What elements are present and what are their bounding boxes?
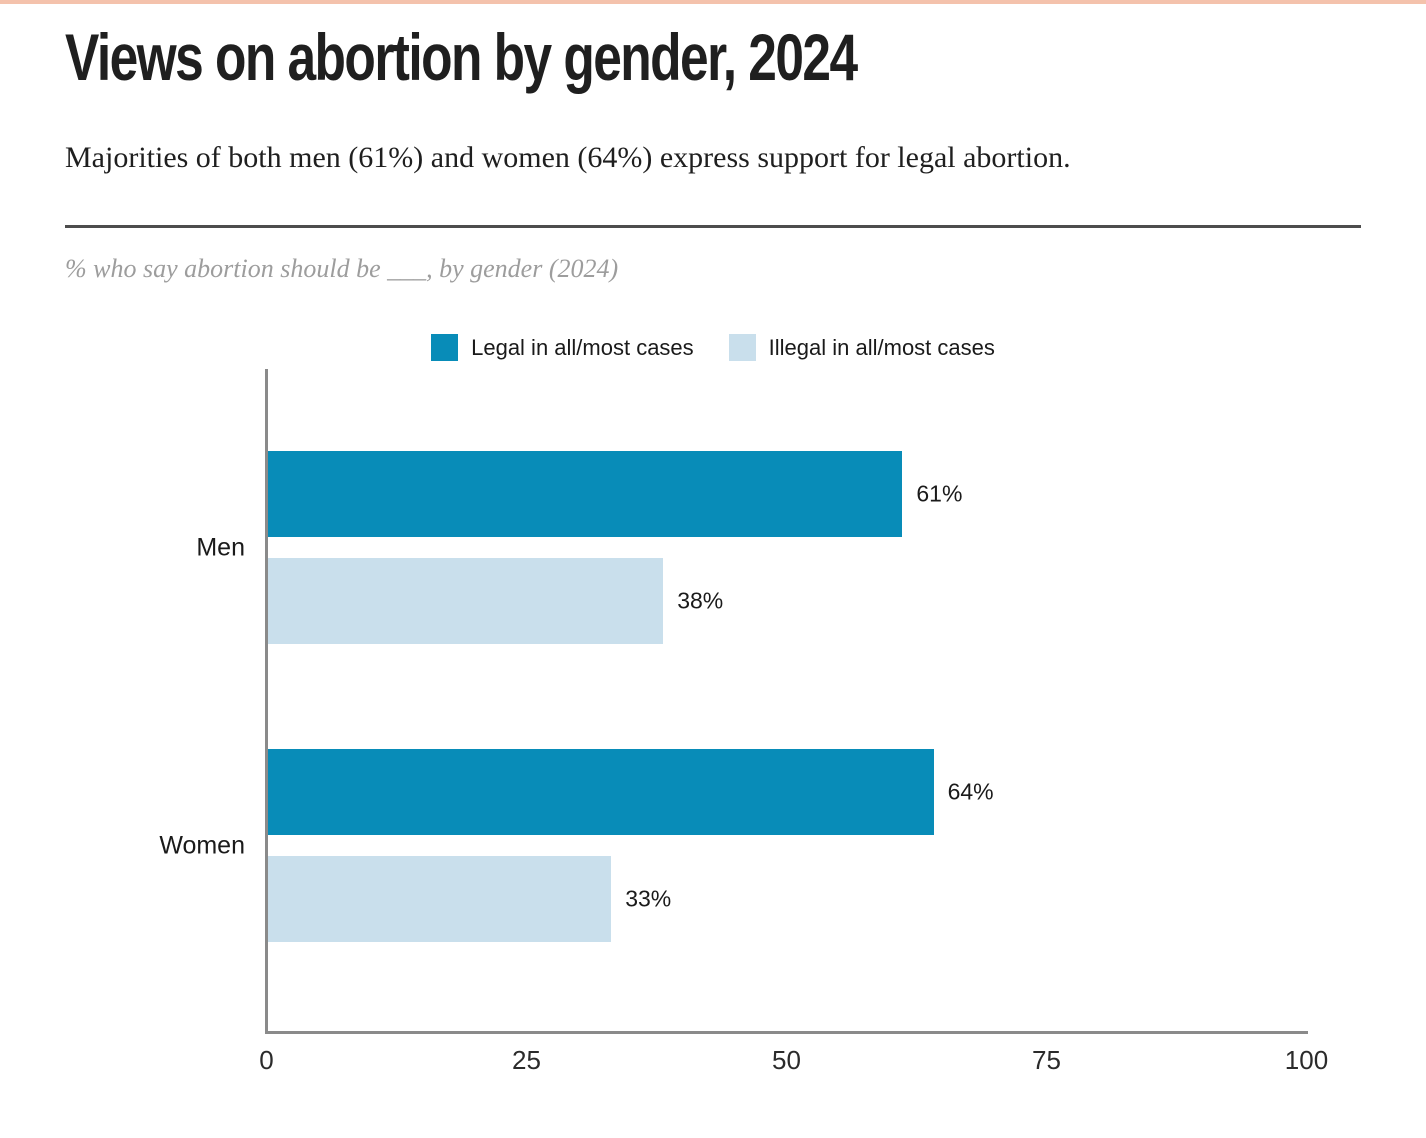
page-title: Views on abortion by gender, 2024: [65, 20, 858, 94]
legend-label-illegal: Illegal in all/most cases: [768, 334, 995, 360]
x-axis-line: [265, 1031, 1308, 1034]
bar-value-label: 64%: [947, 778, 994, 805]
bar-men-series-1: [268, 558, 664, 644]
legend-item-legal: Legal in all/most cases: [431, 334, 694, 361]
bar-value-label: 38%: [677, 587, 724, 614]
x-tick-label-0: 0: [259, 1045, 274, 1075]
divider-rule: [65, 225, 1361, 228]
bar-value-label: 61%: [916, 480, 963, 507]
x-tick-label-25: 25: [512, 1045, 541, 1075]
bar-men-series-0: [268, 451, 903, 537]
bar-chart: 61% 38% Men 64% 33% Women 0 25 50 75 100: [65, 369, 1361, 1081]
y-axis-line: [265, 369, 268, 1031]
x-tick-label-75: 75: [1032, 1045, 1061, 1075]
top-accent-bar: [0, 0, 1426, 4]
chart-legend: Legal in all/most cases Illegal in all/m…: [65, 334, 1361, 361]
bar-value-label: 33%: [625, 885, 672, 912]
plot-area: 61% 38% Men 64% 33% Women 0 25 50 75 100: [159, 369, 1328, 1075]
category-label-women: Women: [159, 831, 245, 859]
x-tick-label-100: 100: [1284, 1045, 1329, 1075]
legend-label-legal: Legal in all/most cases: [471, 334, 694, 360]
legend-item-illegal: Illegal in all/most cases: [728, 334, 995, 361]
legend-swatch-illegal-icon: [728, 334, 756, 361]
bar-women-series-1: [268, 856, 612, 942]
bar-women-series-0: [268, 749, 934, 835]
category-label-men: Men: [196, 533, 245, 561]
legend-swatch-legal-icon: [431, 334, 459, 361]
chart-subtitle: Majorities of both men (61%) and women (…: [65, 141, 1071, 174]
x-tick-label-50: 50: [772, 1045, 801, 1075]
chart-note: % who say abortion should be ___, by gen…: [65, 254, 619, 283]
